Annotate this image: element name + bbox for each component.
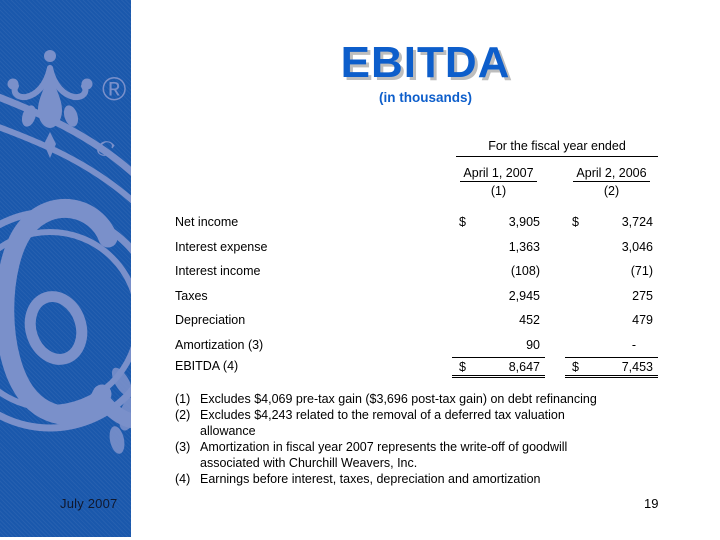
footnote: (3) Amortization in fiscal year 2007 rep… [175,439,605,471]
value-fy2007: 90 [526,337,540,352]
currency-sign: $ [572,360,579,374]
column-header-fy2006: April 2, 2006 (2) [565,166,658,198]
column-note: (2) [603,184,620,198]
page-number: 19 [644,496,659,511]
footnote-number: (3) [175,440,191,454]
footnote-number: (1) [175,392,191,406]
value-fy2007: 2,945 [508,288,540,303]
monogram-c-icon [0,199,131,429]
page-title: EBITDA [340,38,511,87]
subtitle: (in thousands) [379,90,472,105]
value-fy2006: (71) [630,264,653,278]
row-label: Interest income [175,264,261,278]
footnote-text: Earnings before interest, taxes, depreci… [200,472,541,486]
footnote: (1) Excludes $4,069 pre-tax gain ($3,696… [175,391,605,407]
table-row: Interest income (108) (71) [175,259,702,284]
row-label: Depreciation [175,313,246,327]
currency-sign: $ [459,360,466,374]
value-fy2006: 3,046 [621,239,653,254]
churchill-logo-watermark: ® C [0,50,131,454]
footnote: (4) Earnings before interest, taxes, dep… [175,471,605,487]
table-row: Depreciation 452 479 [175,308,702,333]
slide-content: EBITDA (in thousands) For the fiscal yea… [131,0,720,540]
column-header-fy2007: April 1, 2007 (1) [452,166,545,198]
leaf-ornament-icon [109,367,131,454]
currency-sign: $ [572,215,579,229]
column-date-label: April 1, 2007 [460,166,537,182]
crown-ornament-arms [11,65,89,101]
value-fy2007: 1,363 [508,239,540,254]
footnote-number: (2) [175,408,191,422]
footnote-number: (4) [175,472,191,486]
value-fy2007: 3,905 [508,215,540,229]
footnote: (2) Excludes $4,243 related to the remov… [175,407,605,439]
footnote-text: Excludes $4,243 related to the removal o… [200,408,565,438]
row-label: Taxes [175,288,208,303]
column-date-label: April 2, 2006 [573,166,650,182]
table-row: Amortization (3) 90 - [175,333,702,358]
table-total-row: EBITDA (4) $8,647 $7,453 [175,357,702,378]
footnotes: (1) Excludes $4,069 pre-tax gain ($3,696… [175,391,605,487]
total-fy2006: 7,453 [621,360,653,374]
value-fy2006: 3,724 [621,215,653,229]
table-row: Interest expense 1,363 3,046 [175,235,702,260]
registered-trademark-icon: ® [102,70,126,107]
footnote-text: Excludes $4,069 pre-tax gain ($3,696 pos… [200,392,597,406]
table-row: Net income $3,905 $3,724 [175,210,702,235]
total-fy2007: 8,647 [508,360,540,374]
seal-band-arcs [0,93,131,204]
table-row: Taxes 2,945 275 [175,284,702,309]
row-label: EBITDA (4) [175,359,239,373]
footer-date: July 2007 [60,496,118,511]
table-body: Net income $3,905 $3,724 Interest expens… [175,210,702,378]
value-fy2006: 275 [632,288,653,303]
column-note: (1) [490,184,507,198]
table-span-header: For the fiscal year ended [456,139,658,157]
value-fy2007: (108) [510,264,540,278]
currency-sign: $ [459,215,466,229]
row-label: Amortization (3) [175,337,264,352]
value-fy2006: - [631,337,636,352]
value-fy2007: 452 [519,313,540,327]
value-fy2006: 479 [632,313,653,327]
row-label: Interest expense [175,239,268,254]
footnote-text: Amortization in fiscal year 2007 represe… [200,440,568,470]
sidebar-panel: ® C July 20 [0,0,131,537]
row-label: Net income [175,215,239,229]
